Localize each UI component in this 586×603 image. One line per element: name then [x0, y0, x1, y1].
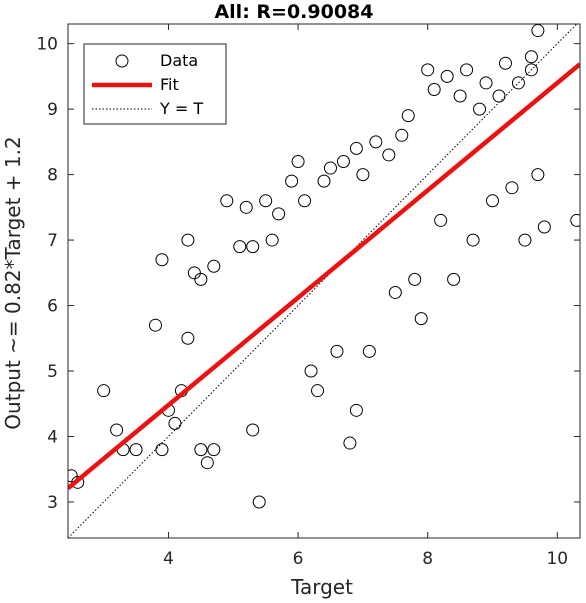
x-tick-label: 8: [422, 549, 433, 569]
y-tick-label: 9: [47, 100, 58, 120]
legend: Data Fit Y = T: [84, 44, 226, 124]
y-tick-label: 3: [47, 493, 58, 513]
chart-title: All: R=0.90084: [214, 1, 373, 23]
y-axis-label: Output ~= 0.82*Target + 1.2: [1, 136, 25, 429]
x-tick-label: 4: [163, 549, 174, 569]
y-tick-label: 5: [47, 362, 58, 382]
legend-label-identity: Y = T: [159, 99, 203, 118]
y-tick-label: 6: [47, 297, 58, 317]
y-tick-label: 4: [47, 428, 58, 448]
y-tick-label: 7: [47, 231, 58, 251]
legend-label-data: Data: [160, 51, 198, 70]
x-axis-label: Target: [290, 575, 353, 599]
y-tick-label: 8: [47, 166, 58, 186]
legend-label-fit: Fit: [160, 75, 179, 94]
x-tick-label: 10: [546, 549, 568, 569]
x-tick-label: 6: [293, 549, 304, 569]
y-tick-label: 10: [36, 35, 58, 55]
